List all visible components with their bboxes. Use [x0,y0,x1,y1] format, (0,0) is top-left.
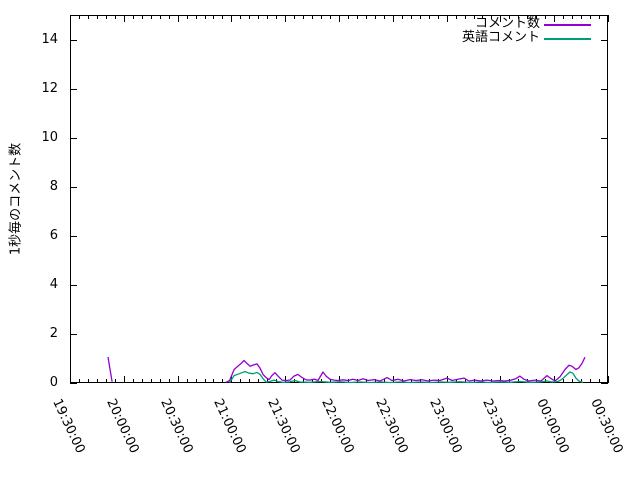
axis-ticks [70,15,609,384]
y-tick-label: 12 [41,80,58,96]
y-tick-label: 6 [49,227,58,243]
series-line-comments [107,356,113,382]
legend-item-comments: コメント数 [474,16,540,31]
y-tick-label: 10 [41,129,58,145]
y-tick-label: 14 [41,31,58,47]
y-tick-label: 0 [49,375,58,390]
legend-sample-comments-line [544,24,591,26]
y-tick-label: 4 [49,276,58,292]
legend-sample-english-comments-line [544,38,591,40]
series-line-comments [225,356,586,383]
series-lines [107,356,586,384]
y-tick-label: 8 [49,178,58,194]
plot-border [70,15,608,383]
series-line-english-comments [229,370,584,384]
legend-item-english-comments: 英語コメント [461,30,540,45]
y-tick-label: 2 [49,325,58,341]
